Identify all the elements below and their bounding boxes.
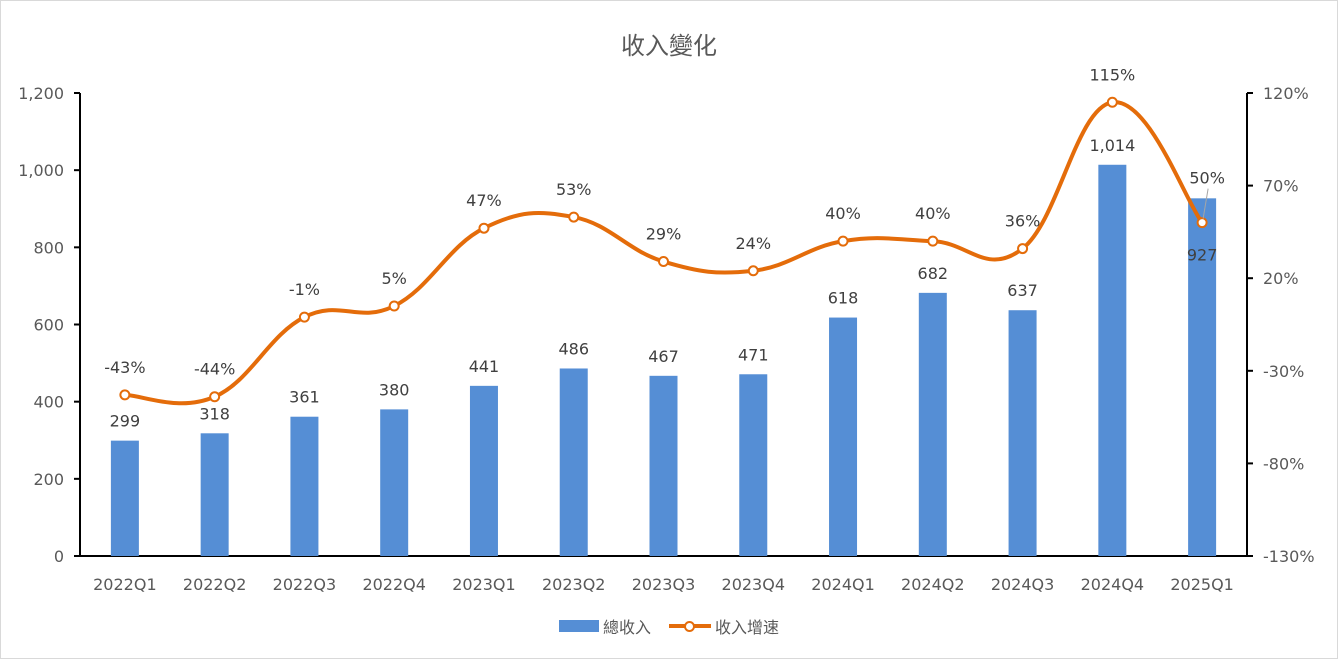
bar-value-label: 618 [828, 289, 859, 308]
growth-value-label: -1% [289, 280, 320, 299]
x-axis-labels: 2022Q1 2022Q2 2022Q3 2022Q4 2023Q1 2023Q2 2023… [93, 575, 1234, 594]
y-left-tick-label: 600 [33, 316, 64, 335]
x-tick-label: 2024Q3 [991, 575, 1055, 594]
growth-value-label: 36% [1005, 212, 1041, 231]
bar-value-label: 471 [738, 345, 769, 364]
bar-value-label: 318 [199, 404, 230, 423]
line-marker [478, 222, 490, 234]
growth-value-label: 40% [825, 204, 861, 223]
x-tick-label: 2022Q3 [273, 575, 337, 594]
legend-label: 收入增速 [715, 618, 780, 637]
growth-value-label: 53% [556, 180, 592, 199]
growth-value-label: 115% [1089, 65, 1135, 84]
x-tick-label: 2023Q2 [542, 575, 606, 594]
bar-value-label: 927 [1187, 245, 1218, 264]
bar [739, 374, 768, 556]
bar-value-label: 299 [110, 412, 141, 431]
growth-value-label: 29% [646, 225, 682, 244]
x-tick-label: 2022Q2 [183, 575, 247, 594]
line-series-revenue-growth [119, 96, 1208, 406]
growth-value-label: 5% [381, 269, 406, 288]
data-labels: 299 318 361 380 441 486 467 471 618 682 637 1,014 92… [104, 65, 1225, 430]
bar-value-label: 467 [648, 347, 679, 366]
bar [110, 440, 139, 556]
bar [649, 375, 678, 556]
bar [918, 292, 947, 556]
line-marker [927, 235, 939, 247]
bar-value-label: 486 [558, 339, 589, 358]
y-right-tick-label: 120% [1263, 84, 1309, 103]
x-tick-label: 2024Q4 [1081, 575, 1145, 594]
line-marker [568, 211, 580, 223]
bar [829, 317, 858, 556]
growth-value-label: 40% [915, 204, 951, 223]
x-tick-label: 2022Q1 [93, 575, 157, 594]
x-tick-label: 2022Q4 [362, 575, 426, 594]
line-marker [119, 389, 131, 401]
bar-value-label: 380 [379, 380, 410, 399]
line-marker [1017, 243, 1029, 255]
bar [1008, 310, 1037, 556]
bar-value-label: 1,014 [1089, 136, 1135, 155]
y-left-tick-label: 1,000 [18, 161, 64, 180]
y-left-tick-label: 400 [33, 393, 64, 412]
line-marker [1196, 217, 1208, 229]
y-left-tick-label: 1,200 [18, 84, 64, 103]
y-right-tick-label: 70% [1263, 177, 1299, 196]
line-marker-swatch-icon [669, 619, 711, 633]
growth-value-label: 50% [1189, 169, 1225, 188]
bar-value-label: 682 [918, 264, 949, 283]
y-left-tick-label: 0 [54, 547, 64, 566]
y-right-tick-label: -80% [1263, 454, 1304, 473]
growth-value-label: -43% [104, 358, 145, 377]
x-tick-label: 2023Q1 [452, 575, 516, 594]
x-tick-label: 2024Q1 [811, 575, 875, 594]
x-tick-label: 2024Q2 [901, 575, 965, 594]
bar [1098, 164, 1127, 556]
bar-value-label: 441 [469, 357, 500, 376]
line-marker [298, 311, 310, 323]
y-left-tick-label: 200 [33, 470, 64, 489]
chart-title: 收入變化 [621, 32, 717, 60]
line-marker [209, 391, 221, 403]
bar [1188, 198, 1217, 556]
line-marker [658, 256, 669, 268]
bar [559, 368, 588, 556]
bar-value-label: 361 [289, 388, 320, 407]
growth-value-label: 24% [735, 234, 771, 253]
x-tick-label: 2023Q4 [722, 575, 786, 594]
bar [290, 416, 319, 556]
x-tick-label: 2023Q3 [632, 575, 696, 594]
y-right-tick-label: -130% [1263, 547, 1315, 566]
bar [200, 433, 229, 556]
legend-item-total-revenue: 總收入 [558, 614, 651, 638]
line-marker [837, 235, 849, 247]
line-marker [388, 300, 400, 312]
growth-value-label: -44% [194, 360, 235, 379]
y-right-tick-label: -30% [1263, 362, 1304, 381]
bar-swatch-icon [558, 620, 599, 632]
growth-value-label: 47% [466, 191, 502, 210]
x-tick-label: 2025Q1 [1170, 575, 1234, 594]
line-marker [747, 265, 759, 277]
bar-value-label: 637 [1007, 281, 1038, 300]
legend-item-revenue-growth: 收入增速 [669, 614, 779, 638]
legend-label: 總收入 [602, 618, 651, 637]
bar [380, 409, 409, 556]
bar [469, 385, 498, 556]
y-left-tick-label: 800 [33, 238, 64, 257]
bar-series-total-revenue [110, 164, 1217, 556]
line-marker [1106, 96, 1118, 108]
legend: 總收入 收入增速 [0, 614, 1338, 638]
y-right-tick-label: 20% [1263, 269, 1299, 288]
